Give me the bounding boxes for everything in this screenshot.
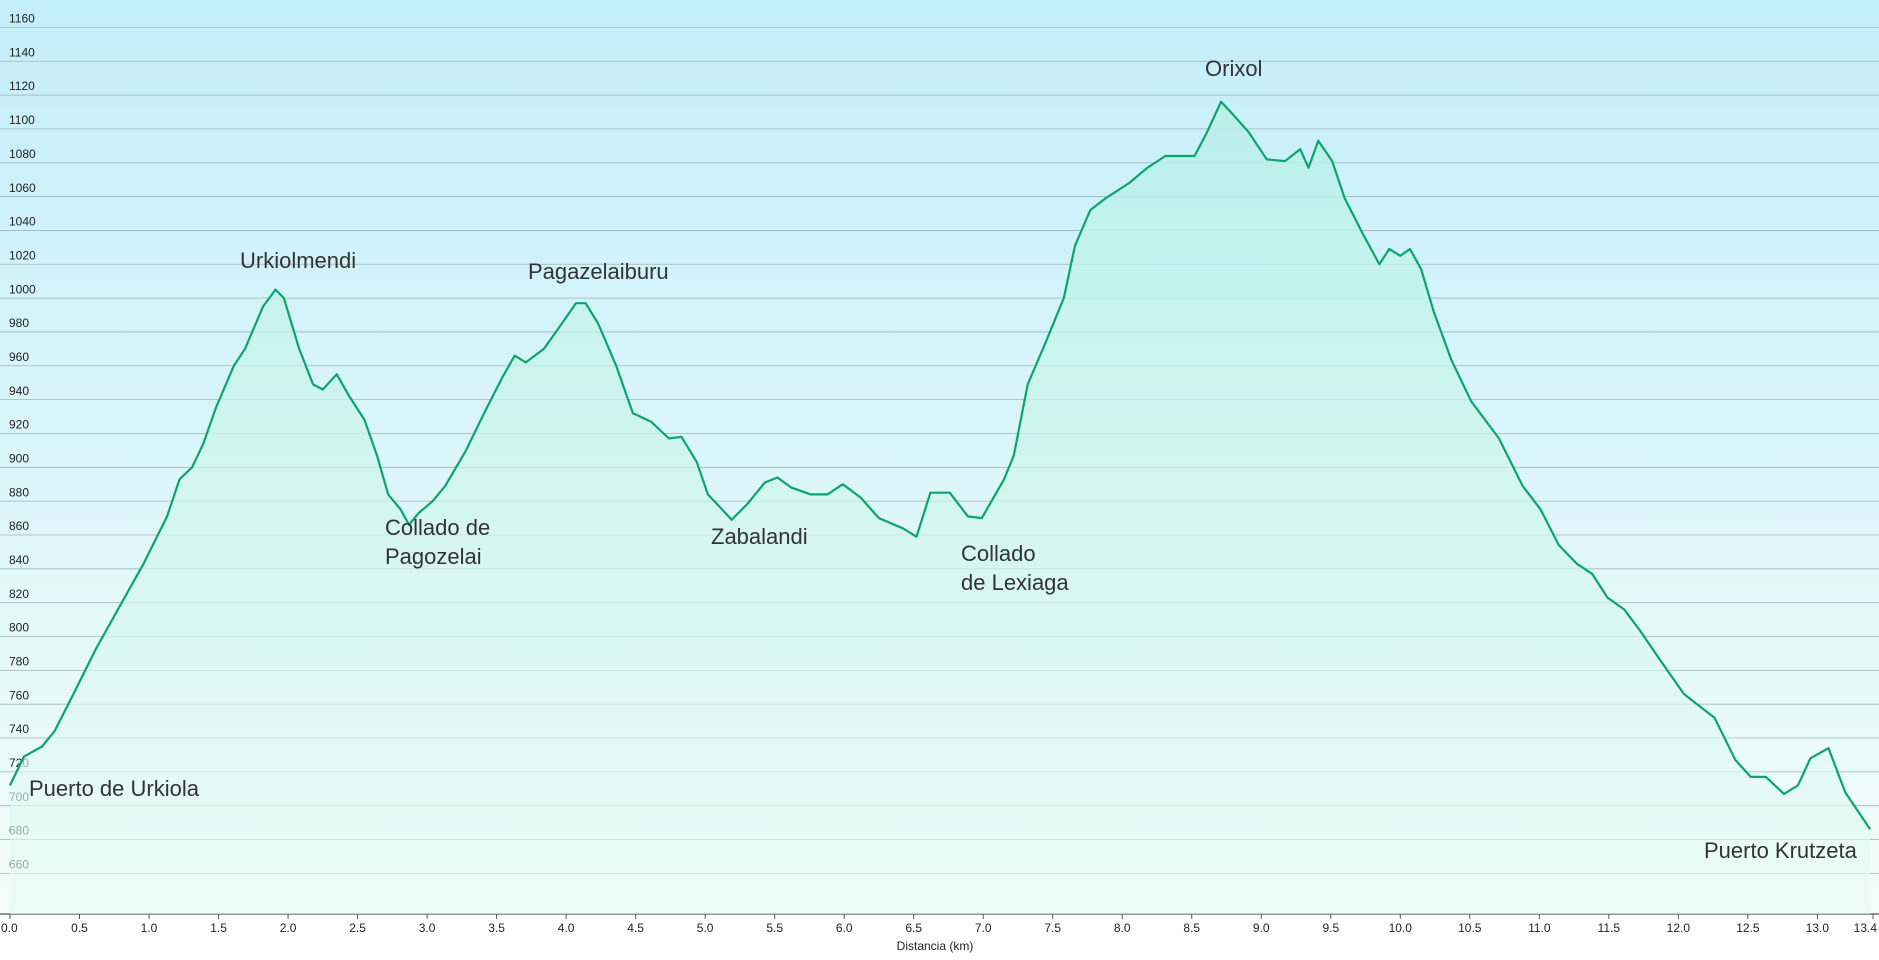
annotation: Collado de [385,515,490,540]
y-tick-label: 1160 [9,12,35,26]
x-tick-label: 13.0 [1806,921,1830,935]
y-tick-label: 1100 [9,113,35,127]
x-tick-label: 0.0 [1,921,18,935]
y-tick-label: 860 [9,519,29,533]
x-tick-label: 6.5 [905,921,922,935]
x-tick-label: 2.5 [349,921,366,935]
x-tick-label: 9.5 [1322,921,1339,935]
x-tick-label: 12.5 [1736,921,1760,935]
y-tick-label: 820 [9,587,29,601]
x-tick-label: 3.0 [419,921,436,935]
x-tick-label: 4.0 [558,921,575,935]
y-tick-label: 1000 [9,282,36,296]
x-tick-label: 1.5 [210,921,227,935]
y-tick-label: 800 [9,621,29,635]
x-tick-label: 12.0 [1667,921,1691,935]
y-tick-label: 1120 [9,79,35,93]
annotation: Zabalandi [711,524,808,549]
x-tick-label: 11.0 [1528,921,1551,935]
x-tick-label: 1.0 [141,921,158,935]
annotation: de Lexiaga [961,570,1069,595]
x-tick-label: 2.0 [280,921,297,935]
annotation: Orixol [1205,56,1262,81]
x-tick-label: 8.5 [1183,921,1200,935]
annotation: Puerto Krutzeta [1704,838,1858,863]
x-tick-label: 10.0 [1389,921,1413,935]
y-tick-label: 920 [9,418,29,432]
y-tick-label: 900 [9,451,29,465]
x-tick-label: 6.0 [836,921,853,935]
x-tick-label: 4.5 [627,921,644,935]
x-tick-label: 0.5 [71,921,88,935]
y-tick-label: 1040 [9,215,36,229]
x-tick-label: 7.0 [975,921,992,935]
y-tick-label: 1020 [9,248,36,262]
x-tick-label: 13.4 [1854,921,1878,935]
x-tick-label: 5.5 [766,921,783,935]
y-tick-label: 880 [9,485,29,499]
y-tick-label: 780 [9,655,29,669]
x-tick-label: 7.5 [1044,921,1061,935]
y-tick-label: 940 [9,384,29,398]
y-tick-label: 960 [9,350,29,364]
x-tick-label: 3.5 [488,921,505,935]
y-tick-label: 980 [9,316,29,330]
annotation: Pagazelaiburu [528,259,669,284]
y-tick-label: 1080 [9,147,36,161]
x-tick-label: 9.0 [1253,921,1270,935]
annotation: Pagozelai [385,544,482,569]
x-tick-label: 5.0 [697,921,714,935]
y-tick-label: 840 [9,553,29,567]
annotation: Urkiolmendi [240,248,356,273]
y-tick-label: 760 [9,688,29,702]
x-tick-label: 10.5 [1458,921,1482,935]
x-tick-label: 8.0 [1114,921,1131,935]
x-axis-title: Distancia (km) [897,939,974,953]
y-tick-label: 1140 [9,45,35,59]
x-tick-label: 11.5 [1598,921,1621,935]
annotation: Collado [961,541,1036,566]
annotation: Puerto de Urkiola [29,776,200,801]
elevation-area [10,101,1871,915]
y-tick-label: 1060 [9,181,36,195]
elevation-line [9,100,1872,831]
y-tick-label: 740 [9,722,29,736]
